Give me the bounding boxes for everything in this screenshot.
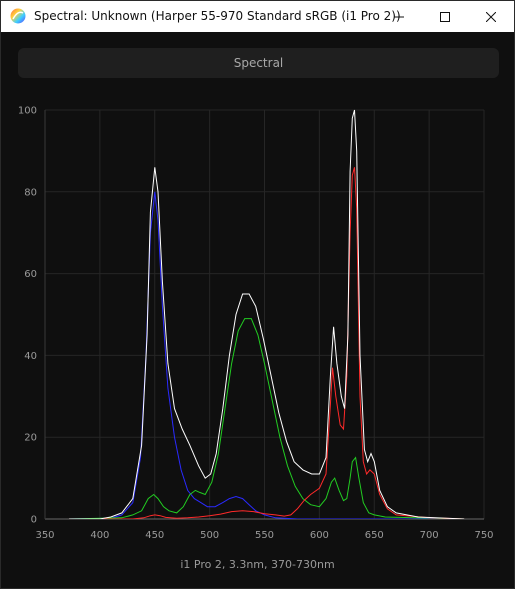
series-line-green — [69, 318, 465, 519]
series-line-total — [69, 109, 465, 519]
window-title: Spectral: Unknown (Harper 55-970 Standar… — [34, 9, 401, 23]
x-tick-label: 400 — [90, 530, 109, 541]
close-icon — [486, 11, 496, 22]
x-tick-label: 500 — [200, 530, 219, 541]
x-tick-label: 750 — [474, 530, 493, 541]
x-tick-label: 650 — [365, 530, 384, 541]
maximize-button[interactable] — [422, 1, 468, 32]
x-tick-label: 550 — [255, 530, 274, 541]
title-bar[interactable]: Spectral: Unknown (Harper 55-970 Standar… — [1, 1, 514, 32]
x-tick-label: 600 — [310, 530, 329, 541]
y-tick-label: 100 — [18, 106, 37, 117]
measurement-caption: i1 Pro 2, 3.3nm, 370-730nm — [180, 558, 335, 571]
y-tick-label: 0 — [31, 515, 37, 526]
x-tick-label: 350 — [35, 530, 54, 541]
x-tick-label: 450 — [145, 530, 164, 541]
y-tick-label: 20 — [24, 433, 37, 444]
y-tick-label: 40 — [24, 351, 37, 362]
close-button[interactable] — [468, 1, 514, 32]
app-logo-icon — [10, 8, 26, 24]
series-line-red — [69, 167, 465, 519]
minimize-icon — [394, 16, 404, 17]
spectral-button[interactable]: Spectral — [18, 48, 499, 78]
y-tick-label: 80 — [24, 187, 37, 198]
spectral-chart: 350 400 450 500 550 600 650 700 750 0 20 40 60 80 100 — [18, 106, 494, 542]
x-tick-label: 700 — [420, 530, 439, 541]
spectral-button-label: Spectral — [233, 56, 284, 70]
maximize-icon — [440, 11, 450, 22]
y-tick-label: 60 — [24, 269, 37, 280]
minimize-button[interactable] — [376, 1, 422, 32]
